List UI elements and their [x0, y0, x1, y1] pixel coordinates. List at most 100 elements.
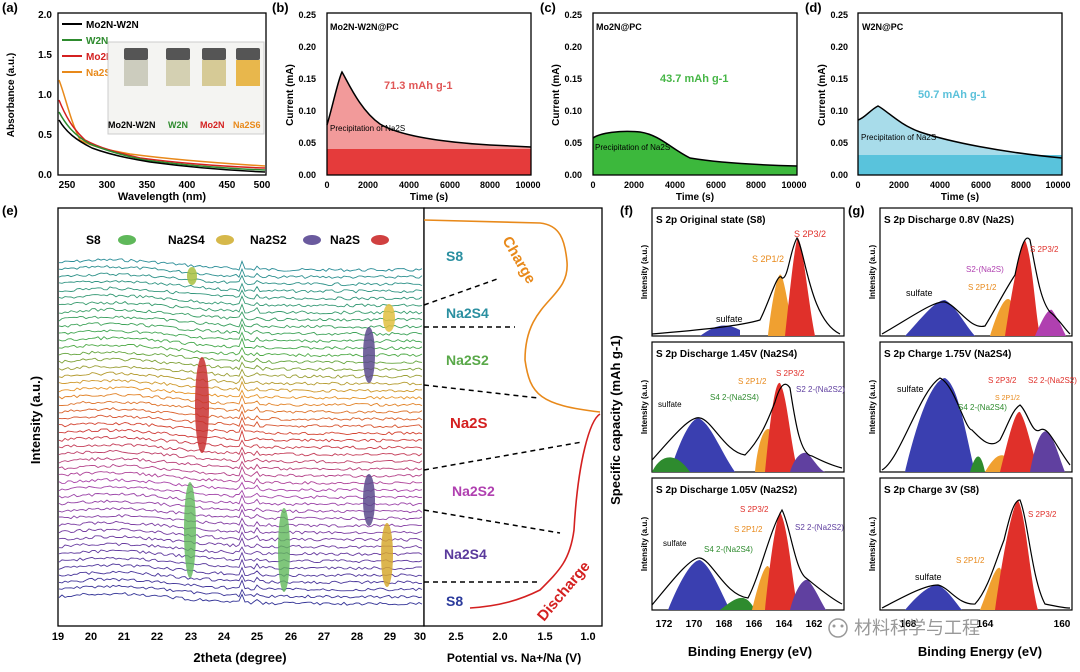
b-xtick: 0 [324, 180, 329, 190]
e-xaxis: 19 20 21 22 23 24 25 26 27 28 29 30 2the… [28, 376, 426, 665]
c-ytick: 0.15 [564, 74, 582, 84]
f3-label-s2: S2 2-(Na2S2) [795, 523, 844, 532]
f3-ylabel: Intensity (a.u.) [640, 517, 649, 572]
e-phase-na2s2-top: Na2S2 [446, 352, 489, 368]
vial-label-w2n: W2N [168, 120, 188, 130]
e-legend: S8 Na2S4 Na2S2 Na2S [86, 233, 389, 247]
c-xtick: 8000 [746, 180, 766, 190]
a-curve-mo2n-w2n [58, 119, 266, 173]
xrd-pattern-line [58, 563, 423, 578]
e-xtick: 27 [318, 631, 330, 643]
panel-a-frame [57, 12, 267, 176]
f2-label-sulfate: sulfate [658, 400, 682, 409]
f2-label-s2p32: S 2P3/2 [776, 369, 805, 378]
xrd-pattern-line [58, 315, 423, 329]
e-xtick: 20 [85, 631, 97, 643]
xrd-pattern-line [58, 457, 423, 471]
c-xtick: 10000 [781, 180, 806, 190]
b-xlabel: Time (s) [410, 192, 448, 203]
xrd-pattern-line [58, 492, 423, 507]
xrd-pattern-line [58, 520, 423, 535]
panel-a-axes: 0.0 0.5 1.0 1.5 2.0 250 300 350 400 450 … [6, 10, 271, 203]
f3-label-s4: S4 2-(Na2S4) [704, 545, 753, 554]
xrd-pattern-line [58, 435, 423, 450]
a-legend-w2n: W2N [86, 36, 108, 47]
b-ytick: 0.25 [298, 10, 316, 20]
a-ytick: 1.5 [38, 50, 52, 61]
e-ylabel: Intensity (a.u.) [28, 376, 43, 464]
c-xtick: 6000 [706, 180, 726, 190]
a-xtick: 500 [254, 180, 271, 191]
f1-label-sulfate: sulfate [716, 314, 743, 324]
e-discharge-curve [469, 413, 601, 609]
e-xtick: 24 [218, 631, 231, 643]
d-xtick: 8000 [1011, 180, 1031, 190]
a-ylabel: Absorbance (a.u.) [6, 53, 17, 137]
g1-ylabel: Intensity (a.u.) [868, 245, 877, 300]
vial-label-na2s6: Na2S6 [233, 120, 261, 130]
c-xtick: 2000 [624, 180, 644, 190]
e-xtick: 21 [118, 631, 130, 643]
panel-d [857, 12, 1063, 176]
xrd-pattern-line [58, 414, 423, 429]
f3-label-s2p32: S 2P3/2 [740, 505, 769, 514]
b-curve [326, 70, 532, 148]
g3-label-s2p32: S 2P3/2 [1028, 510, 1057, 519]
xrd-pattern-line [58, 307, 423, 322]
b-ytick: 0.15 [298, 74, 316, 84]
xrd-pattern-line [58, 463, 423, 478]
vial-label-mo2n: Mo2N [200, 120, 225, 130]
c-ytick: 0.20 [564, 42, 582, 52]
d-xtick: 0 [855, 180, 860, 190]
xrd-pattern-line [58, 542, 423, 556]
a-xtick: 300 [99, 180, 116, 191]
xrd-pattern-line [58, 272, 423, 287]
e-right-xtick: 2.0 [492, 631, 507, 643]
a-xtick: 400 [179, 180, 196, 191]
xrd-pattern-line [58, 350, 423, 365]
xrd-pattern-line [58, 549, 423, 564]
g1-label-sulfate: sulfate [906, 288, 933, 298]
g-xlabel: Binding Energy (eV) [918, 644, 1042, 659]
e-phase-markers [184, 267, 395, 592]
xrd-pattern-line [58, 300, 423, 315]
c-xtick: 0 [590, 180, 595, 190]
xrd-pattern-line [58, 443, 423, 457]
e-phase-na2s4-top: Na2S4 [446, 305, 489, 321]
f-xtick: 162 [806, 619, 823, 630]
f3-label-sulfate: sulfate [663, 539, 687, 548]
xrd-pattern-line [58, 528, 423, 542]
f-sub-1: S 2p Original state (S8) sulfate S 2P1/2… [651, 207, 845, 337]
c-ytick: 0.25 [564, 10, 582, 20]
d-xtick: 4000 [930, 180, 950, 190]
panel-a-legend: Mo2N-W2N W2N Mo2N Na2S6 [62, 20, 139, 79]
panel-label-f: (f) [620, 203, 633, 218]
panel-c [592, 12, 798, 176]
b-ylabel: Current (mA) [285, 64, 296, 126]
b-title: Mo2N-W2N@PC [330, 22, 399, 32]
xrd-pattern-line [58, 485, 423, 500]
xrd-pattern-line [58, 371, 423, 386]
b-annotation: Precipitation of Na2S [330, 124, 405, 133]
g2-label-s2p12: S 2P1/2 [995, 395, 1020, 402]
e-legend-na2s4: Na2S4 [168, 233, 205, 247]
xrd-pattern-line [58, 449, 423, 464]
e-right-ylabel: Specific capacity (mAh g-1) [608, 335, 623, 505]
c-ytick: 0.10 [564, 106, 582, 116]
g3-title: S 2p Charge 3V (S8) [884, 485, 979, 496]
c-xtick: 4000 [665, 180, 685, 190]
xrd-patterns [58, 258, 423, 606]
b-xtick: 10000 [515, 180, 540, 190]
b-ytick: 0.00 [298, 170, 316, 180]
xrd-pattern-line [58, 507, 423, 521]
e-xlabel: 2theta (degree) [193, 650, 286, 665]
e-xtick: 26 [285, 631, 297, 643]
f-xtick: 170 [686, 619, 703, 630]
xrd-pattern-line [58, 386, 423, 400]
xrd-pattern-line [58, 336, 423, 350]
a-legend-mo2n: Mo2N [86, 52, 113, 63]
xrd-pattern-line [58, 280, 423, 294]
d-xlabel: Time (s) [941, 192, 979, 203]
f-xtick: 172 [656, 619, 673, 630]
